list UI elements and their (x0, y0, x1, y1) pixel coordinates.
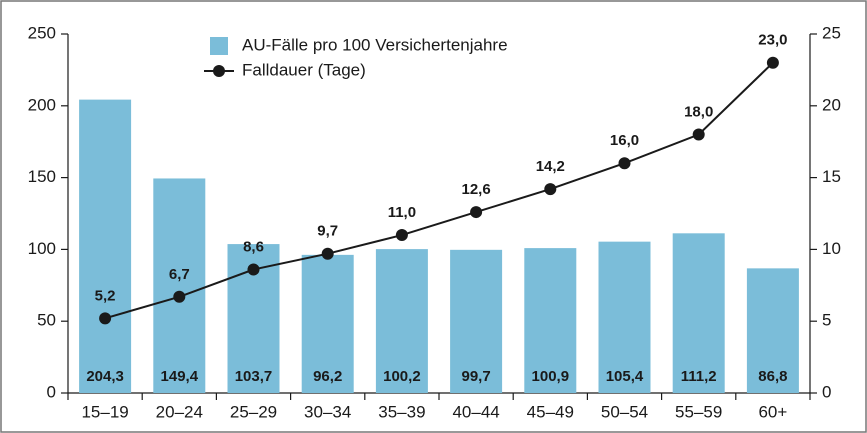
x-tick-label: 35–39 (378, 402, 425, 421)
line-value-label: 5,2 (95, 287, 116, 304)
line (104, 62, 774, 320)
x-tick-label: 40–44 (452, 402, 499, 421)
bar (598, 241, 651, 393)
line-value-label: 14,2 (536, 158, 565, 175)
bar-value-label: 204,3 (86, 368, 124, 385)
y-tick-label: 100 (28, 239, 56, 258)
y2-tick-label: 5 (822, 311, 831, 330)
legend-swatch (210, 37, 228, 55)
y2-tick-label: 25 (822, 23, 841, 42)
y2-tick-label: 15 (822, 167, 841, 186)
y-tick-label: 0 (47, 382, 56, 401)
x-tick-label: 45–49 (527, 402, 574, 421)
line-point (99, 312, 112, 325)
line-value-label: 9,7 (317, 223, 338, 240)
line-value-label: 16,0 (610, 132, 639, 149)
bar-value-label: 99,7 (461, 368, 490, 385)
x-tick-label: 50–54 (601, 402, 648, 421)
x-tick-label: 25–29 (230, 402, 277, 421)
bar (450, 249, 503, 393)
bar-value-label: 100,2 (383, 368, 421, 385)
x-tick-label: 15–19 (81, 402, 128, 421)
line-value-label: 23,0 (758, 32, 787, 49)
y2-tick-label: 0 (822, 382, 831, 401)
y-tick-label: 150 (28, 167, 56, 186)
bar (301, 254, 354, 393)
line-value-label: 8,6 (243, 238, 264, 255)
legend-label: AU-Fälle pro 100 Versichertenjahre (242, 35, 508, 54)
y-tick-label: 50 (37, 311, 56, 330)
bar (375, 249, 428, 393)
line-point (395, 229, 408, 242)
bar-value-label: 86,8 (758, 368, 787, 385)
y2-tick-label: 10 (822, 239, 841, 258)
line-point (766, 56, 779, 69)
bar (672, 233, 725, 393)
x-tick-label: 55–59 (675, 402, 722, 421)
bar (153, 178, 206, 393)
line-point (321, 247, 334, 260)
bar (746, 268, 799, 393)
legend-label: Falldauer (Tage) (242, 60, 366, 79)
y-tick-label: 200 (28, 95, 56, 114)
line-value-label: 11,0 (388, 204, 416, 221)
line-point (692, 128, 705, 141)
bar-value-label: 111,2 (681, 368, 717, 385)
line-value-label: 12,6 (461, 181, 490, 198)
bar-value-label: 105,4 (606, 368, 644, 385)
y-tick-label: 250 (28, 23, 56, 42)
bar-value-label: 103,7 (235, 368, 273, 385)
x-tick-label: 20–24 (156, 402, 203, 421)
bar-value-label: 96,2 (313, 368, 342, 385)
legend-marker (213, 65, 225, 77)
bar (79, 99, 132, 394)
bar (524, 248, 577, 393)
line-point (173, 290, 186, 303)
x-tick-label: 60+ (758, 402, 787, 421)
line-value-label: 18,0 (684, 103, 713, 120)
bar-value-label: 100,9 (532, 368, 570, 385)
line-value-label: 6,7 (169, 266, 190, 283)
bar-value-label: 149,4 (161, 368, 199, 385)
line-point (247, 263, 260, 276)
line-point (470, 206, 483, 219)
line-point (544, 183, 557, 196)
x-tick-label: 30–34 (304, 402, 351, 421)
y2-tick-label: 20 (822, 95, 841, 114)
line-point (618, 157, 631, 170)
